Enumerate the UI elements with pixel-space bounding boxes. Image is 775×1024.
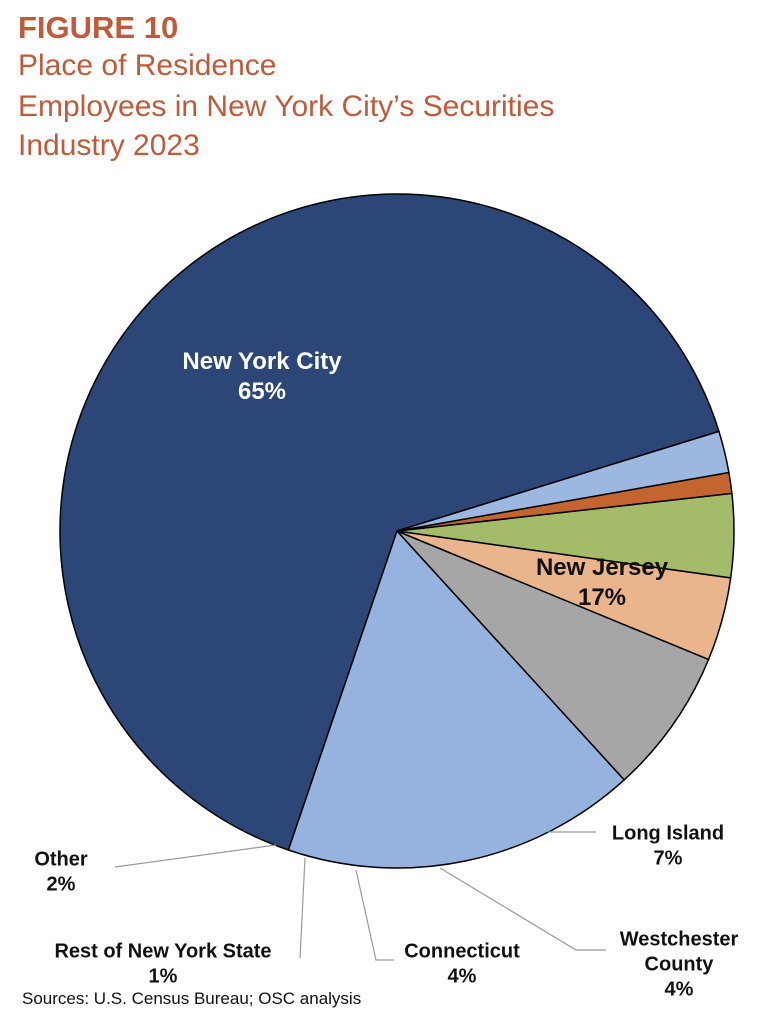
leader-line-rnys <box>299 857 306 959</box>
slice-label-wc: Westchester <box>620 929 739 951</box>
source-note: Sources: U.S. Census Bureau; OSC analysi… <box>22 989 362 1008</box>
leader-line-wc <box>439 867 606 951</box>
leader-line-ct <box>355 869 394 961</box>
slice-value-rnys: 1% <box>149 966 178 988</box>
chart-title-line-3: Industry 2023 <box>18 129 200 162</box>
slice-label-nyc: New York City <box>182 348 342 375</box>
figure-label: FIGURE 10 <box>18 10 179 45</box>
pie-slice-li <box>396 530 710 781</box>
pie-slice-nyc <box>59 193 720 851</box>
slice-labels: New York City 65% New Jersey 17% Long Island… <box>34 348 738 1001</box>
slice-value-nj: 17% <box>578 584 626 611</box>
pie-slices <box>59 193 735 869</box>
slice-value-nyc: 65% <box>238 378 286 405</box>
slice-value-other: 2% <box>47 874 76 896</box>
slice-label-wc: County <box>645 954 715 976</box>
slice-value-li: 7% <box>654 848 683 870</box>
slice-value-ct: 4% <box>448 966 477 988</box>
pie-slice-nj <box>287 530 625 869</box>
leader-lines <box>114 831 606 961</box>
slice-label-li: Long Island <box>612 823 724 845</box>
chart-title-line-2: Employees in New York City’s Securities <box>18 90 555 123</box>
slice-label-nj: New Jersey <box>536 554 669 581</box>
chart-title-line-1: Place of Residence <box>18 49 277 82</box>
pie-slice-other <box>396 430 730 532</box>
slice-label-ct: Connecticut <box>404 941 520 963</box>
slice-value-wc: 4% <box>665 979 694 1001</box>
slice-label-rnys: Rest of New York State <box>54 941 271 963</box>
leader-line-other <box>114 844 277 868</box>
slice-label-other: Other <box>34 849 88 871</box>
